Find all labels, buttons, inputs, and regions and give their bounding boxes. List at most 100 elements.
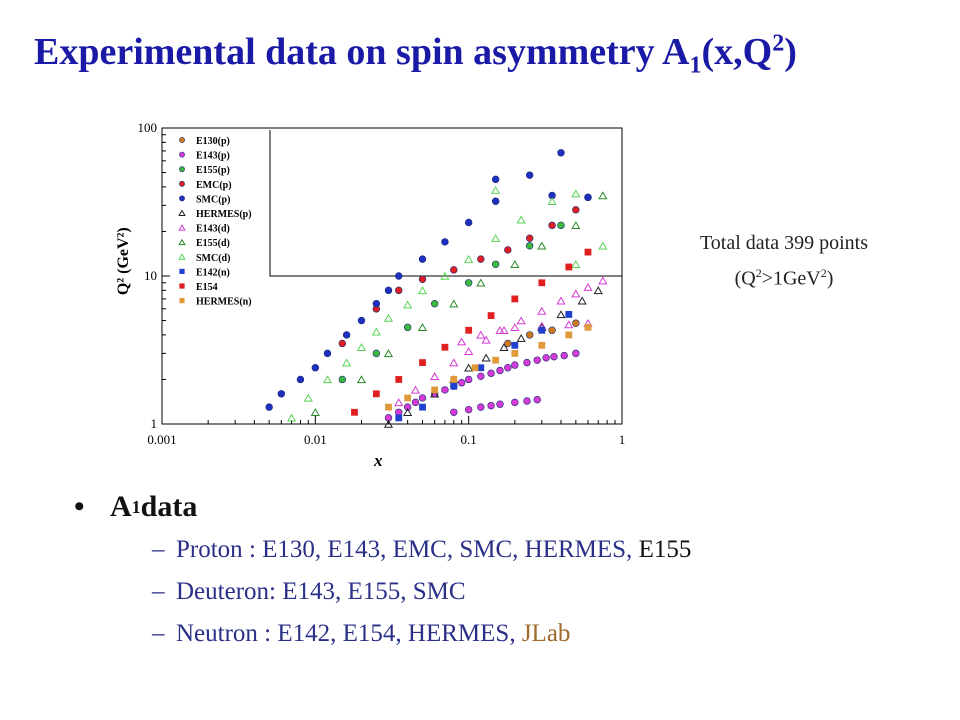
legend-label: E155(p) [196, 165, 230, 176]
data-point [571, 221, 581, 230]
data-point [477, 403, 485, 411]
data-point [431, 386, 439, 394]
data-point [417, 286, 428, 295]
data-point [311, 364, 320, 372]
data-point [537, 241, 547, 250]
data-point [571, 189, 581, 198]
data-point [577, 296, 587, 305]
data-point [450, 408, 458, 416]
data-point [560, 351, 568, 360]
data-point [394, 398, 404, 407]
bullet-dot: • [74, 490, 85, 523]
data-point [593, 286, 603, 295]
data-point [557, 221, 565, 230]
data-point [511, 398, 519, 407]
data-point [557, 149, 565, 157]
data-point [430, 299, 439, 308]
data-point [419, 359, 426, 366]
data-point [403, 403, 412, 411]
data-point [523, 358, 531, 367]
data-point [542, 354, 550, 362]
legend-label: E155(d) [196, 238, 230, 249]
bullet-proton: – Proton : E130, E143, EMC, SMC, HERMES, … [152, 536, 692, 563]
data-point [481, 353, 491, 362]
data-point [464, 279, 473, 287]
data-point [411, 398, 420, 407]
legend-label: E143(d) [196, 224, 230, 235]
data-point [525, 234, 534, 242]
data-point [410, 385, 421, 394]
data-point [450, 376, 458, 383]
data-point [511, 349, 519, 357]
data-point [565, 263, 573, 271]
data-point [383, 349, 394, 358]
data-point [383, 419, 394, 428]
data-point [403, 300, 413, 309]
data-point [565, 311, 573, 318]
data-point [504, 339, 512, 348]
data-point [384, 286, 393, 295]
data-point [565, 331, 573, 339]
data-point [491, 197, 500, 205]
legend-label: E154 [196, 282, 218, 293]
data-point [310, 408, 320, 417]
data-point [464, 254, 474, 263]
y-tick-label: 1 [151, 416, 158, 431]
data-point [533, 395, 541, 404]
data-point [538, 326, 546, 334]
data-point [511, 295, 519, 303]
x-axis-label: x [373, 451, 383, 470]
data-point [372, 349, 381, 358]
data-point [464, 405, 473, 414]
data-point [338, 339, 347, 348]
data-point [477, 364, 485, 372]
data-point [496, 366, 504, 375]
data-point [449, 358, 459, 367]
data-point [511, 361, 519, 369]
legend-label: E143(p) [196, 151, 230, 162]
data-point [491, 233, 501, 242]
data-point [538, 279, 546, 287]
data-point [464, 218, 473, 227]
data-point [487, 401, 495, 410]
data-point [572, 319, 580, 327]
data-point [371, 327, 381, 336]
data-point [457, 337, 467, 346]
data-point [395, 376, 403, 383]
data-point [372, 299, 381, 308]
data-point [296, 375, 305, 384]
data-point [516, 316, 526, 325]
bullet-neutron: – Neutron : E142, E154, HERMES, JLab [152, 620, 571, 647]
data-point [417, 323, 428, 332]
data-point [338, 375, 347, 384]
data-point [572, 206, 580, 214]
data-point [499, 343, 509, 351]
data-point [265, 403, 273, 411]
data-point [571, 289, 581, 298]
page-title: Experimental data on spin asymmetry A1(x… [34, 30, 797, 79]
legend-marker [178, 253, 186, 260]
y-axis-label: Q² (GeV²) [115, 227, 132, 295]
legend-marker [179, 180, 185, 187]
data-point [487, 312, 495, 320]
data-point [395, 272, 403, 280]
data-point [385, 403, 392, 411]
data-point [525, 331, 534, 339]
data-point [441, 238, 449, 246]
data-point [357, 316, 366, 325]
x-tick-label: 1 [619, 432, 626, 447]
data-point [404, 394, 412, 402]
legend-marker [179, 195, 185, 202]
data-point [372, 390, 380, 398]
data-point [491, 260, 500, 268]
data-point [464, 347, 474, 356]
legend-label: EMC(p) [196, 180, 232, 191]
legend-label: SMC(p) [196, 194, 230, 205]
data-point [584, 248, 592, 256]
data-point [323, 349, 332, 358]
data-point [471, 364, 479, 372]
data-point [476, 330, 486, 339]
data-count-note: Total data 399 points (Q2>1GeV2) [668, 228, 900, 294]
legend-marker [178, 209, 186, 216]
